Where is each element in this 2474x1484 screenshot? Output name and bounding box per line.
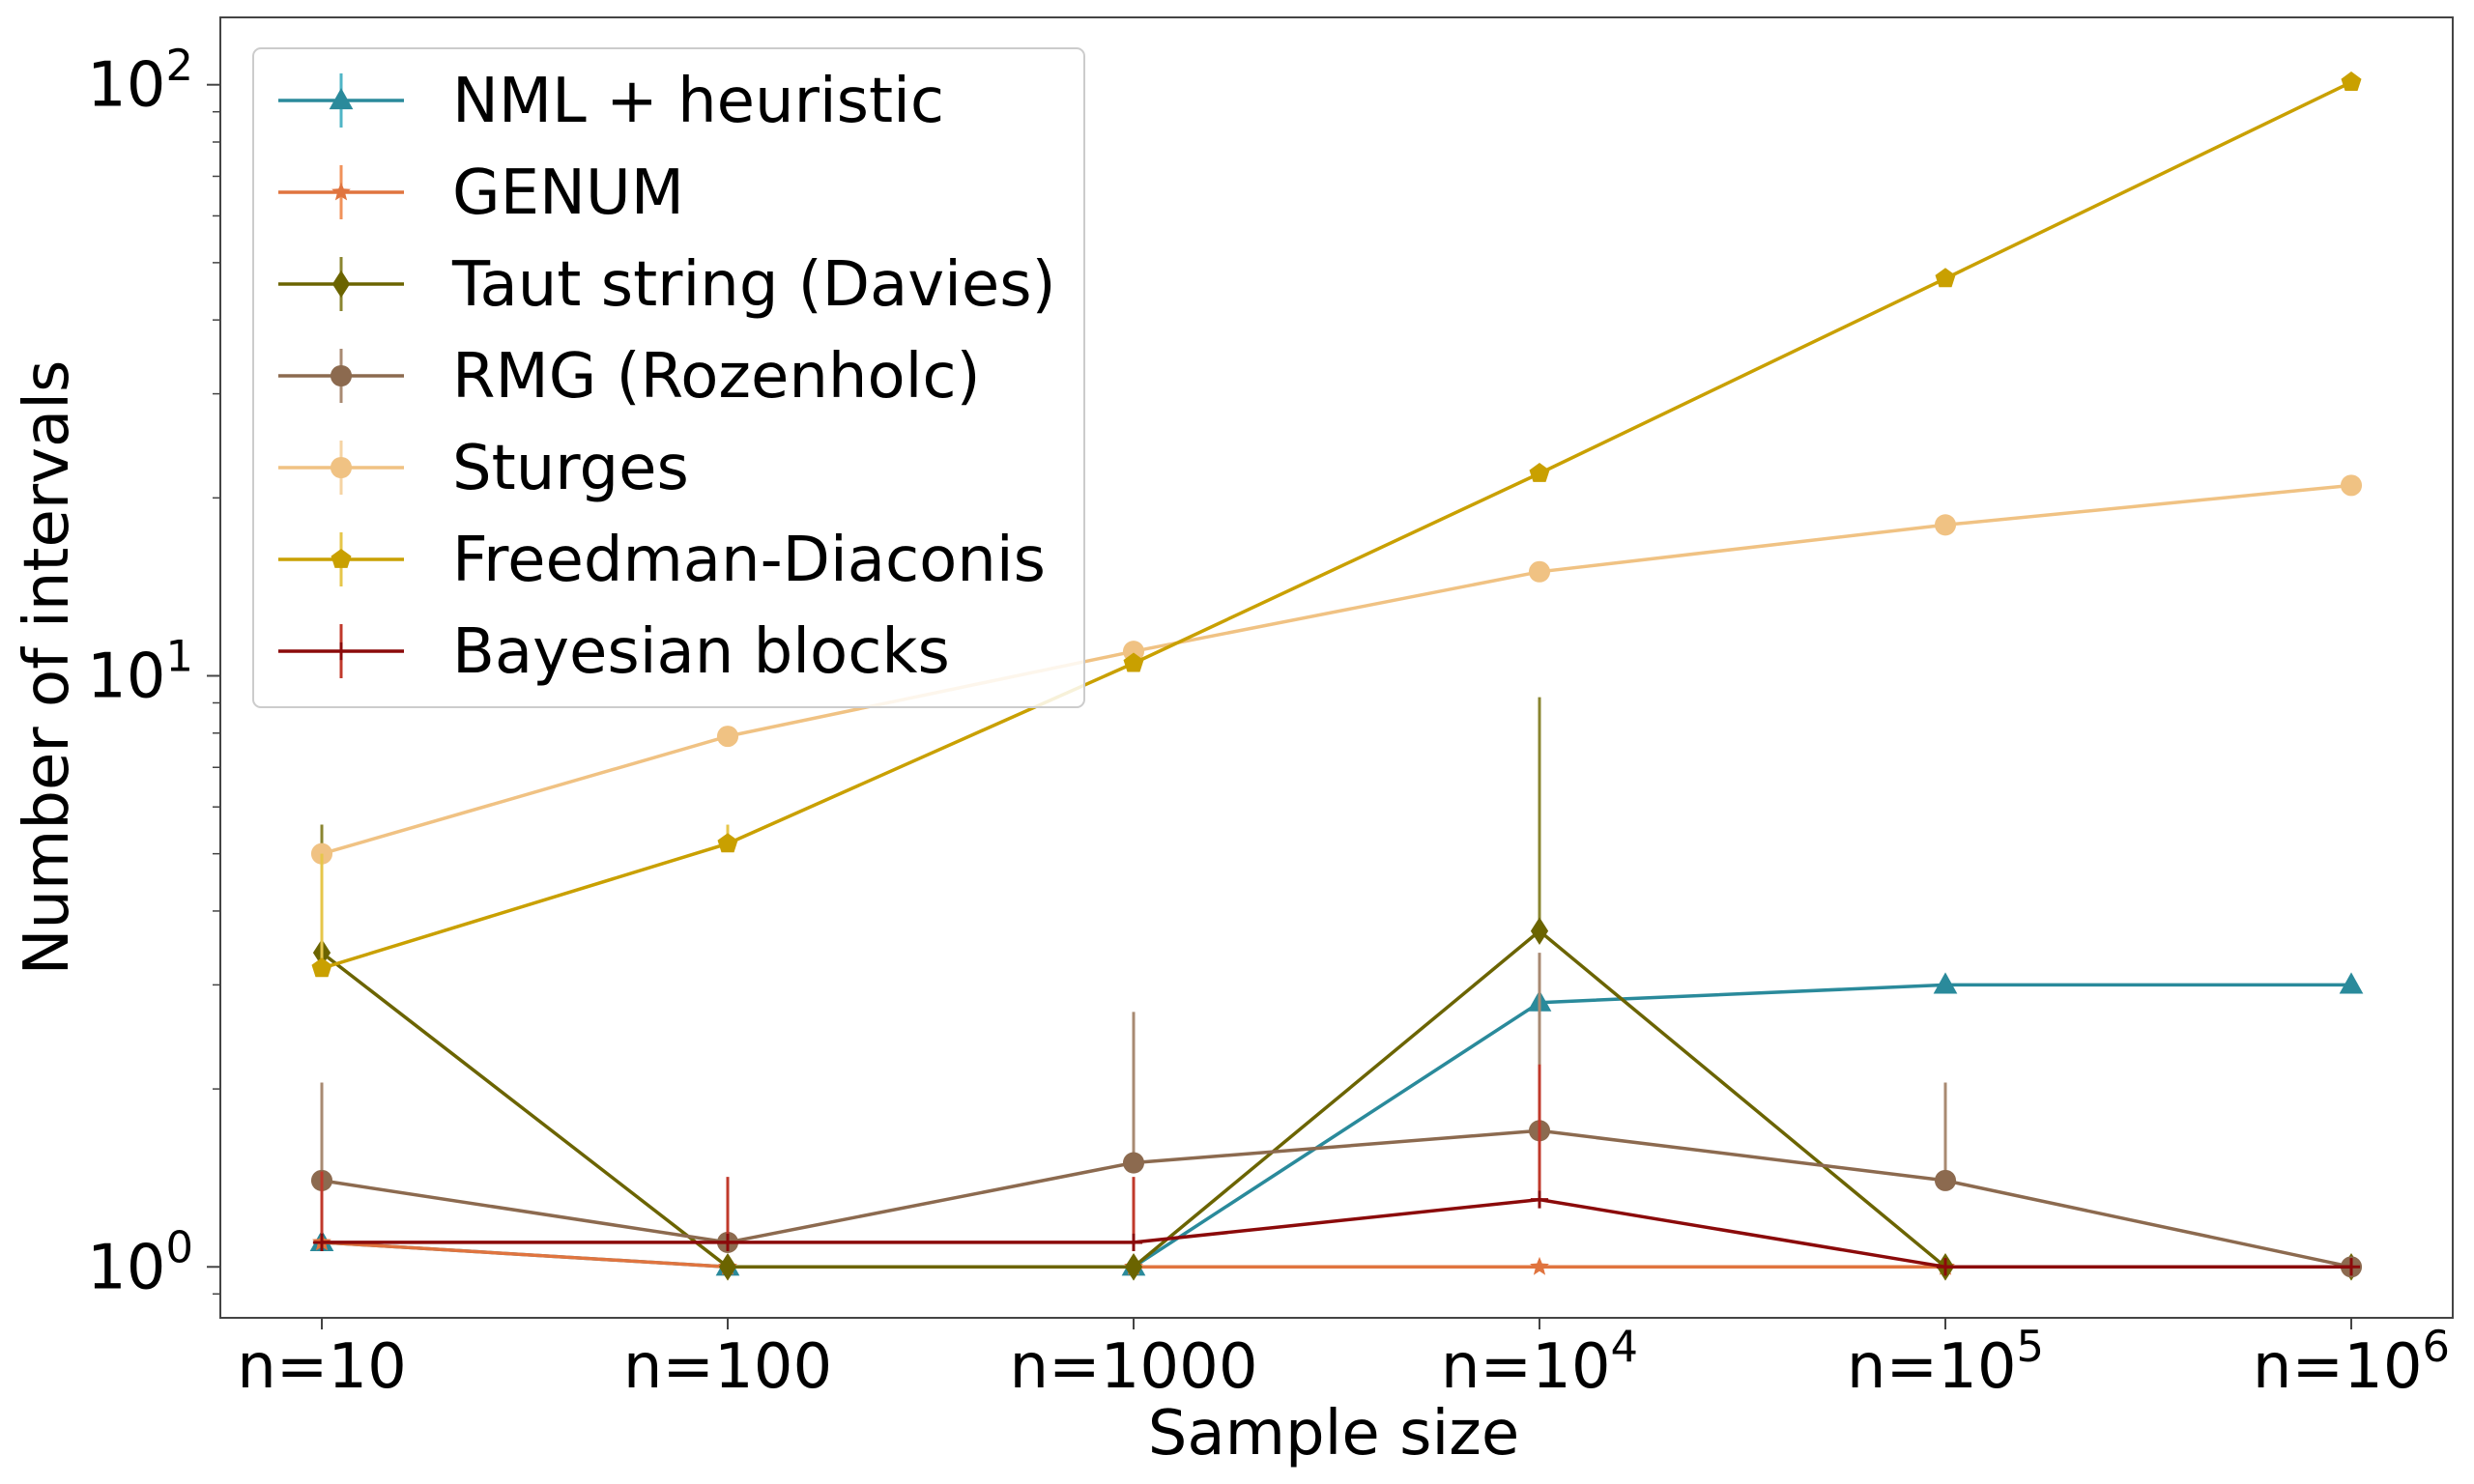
- legend: NML + heuristic GENUM Taut string (Davies)…: [252, 47, 1085, 708]
- data-point: [311, 957, 332, 978]
- legend-label: NML + heuristic: [452, 66, 944, 137]
- legend-marker: [329, 88, 354, 110]
- data-point: [1933, 972, 1958, 994]
- series-layer: [309, 71, 2364, 1281]
- x-tick-label: n=104: [1441, 1321, 1638, 1403]
- x-tick-label: n=105: [1847, 1321, 2044, 1403]
- legend-label: GENUM: [452, 157, 684, 229]
- series-line: [321, 80, 2352, 970]
- data-point: [1528, 560, 1551, 583]
- data-point: [2341, 71, 2362, 91]
- x-tick-label: n=10: [237, 1331, 407, 1403]
- series-freedman-diaconis: [311, 71, 2362, 978]
- series-bayesian-blocks: [312, 1064, 2361, 1276]
- legend-label: Freedman-Diaconis: [452, 525, 1046, 596]
- legend-marker: [330, 364, 353, 387]
- data-point: [1122, 1152, 1145, 1174]
- legend-label: Taut string (Davies): [451, 249, 1056, 321]
- data-point: [1124, 1252, 1143, 1281]
- legend-marker: [330, 456, 353, 479]
- legend-label: Sturges: [452, 433, 689, 504]
- data-point: [1124, 1233, 1143, 1252]
- legend-box: [252, 47, 1085, 708]
- x-tick-label: n=1000: [1009, 1331, 1257, 1403]
- x-tick-label: n=100: [623, 1331, 832, 1403]
- series-line: [321, 1128, 2352, 1270]
- x-tick-label: n=106: [2253, 1321, 2450, 1403]
- data-point: [718, 1252, 737, 1281]
- x-axis-label: Sample size: [1148, 1398, 1519, 1470]
- data-point: [1935, 268, 1956, 288]
- y-tick-label: 101: [87, 631, 193, 713]
- data-point: [1530, 917, 1549, 945]
- legend-label: RMG (Rozenholc): [452, 341, 981, 413]
- y-tick-label: 102: [87, 40, 193, 122]
- legend-marker: [331, 642, 351, 661]
- series-sturges: [310, 474, 2363, 865]
- series-line: [321, 483, 2352, 856]
- data-point: [2342, 1258, 2361, 1276]
- data-point: [2339, 972, 2364, 994]
- legend-label: Bayesian blocks: [452, 616, 950, 688]
- data-point: [717, 833, 738, 853]
- data-point: [1123, 652, 1144, 672]
- series-line: [322, 1197, 2351, 1270]
- legend-marker: [331, 549, 352, 568]
- data-point: [1530, 1256, 1549, 1275]
- data-point: [716, 726, 739, 748]
- legend-marker: [331, 182, 351, 201]
- data-point: [1529, 463, 1550, 482]
- data-point: [718, 1233, 737, 1252]
- data-point: [2340, 474, 2363, 497]
- y-axis-label: Number of intervals: [12, 360, 83, 976]
- data-point: [1530, 1190, 1549, 1209]
- data-point: [312, 1233, 331, 1252]
- axes-layer: n=10 n=100 n=1000 n=104 n=105 n=106 100 101 102: [87, 40, 2450, 1403]
- data-point: [1934, 1169, 1957, 1191]
- data-point: [1936, 1258, 1955, 1276]
- y-tick-label: 100: [87, 1221, 193, 1303]
- data-point: [1934, 514, 1957, 536]
- legend-marker: [331, 270, 351, 299]
